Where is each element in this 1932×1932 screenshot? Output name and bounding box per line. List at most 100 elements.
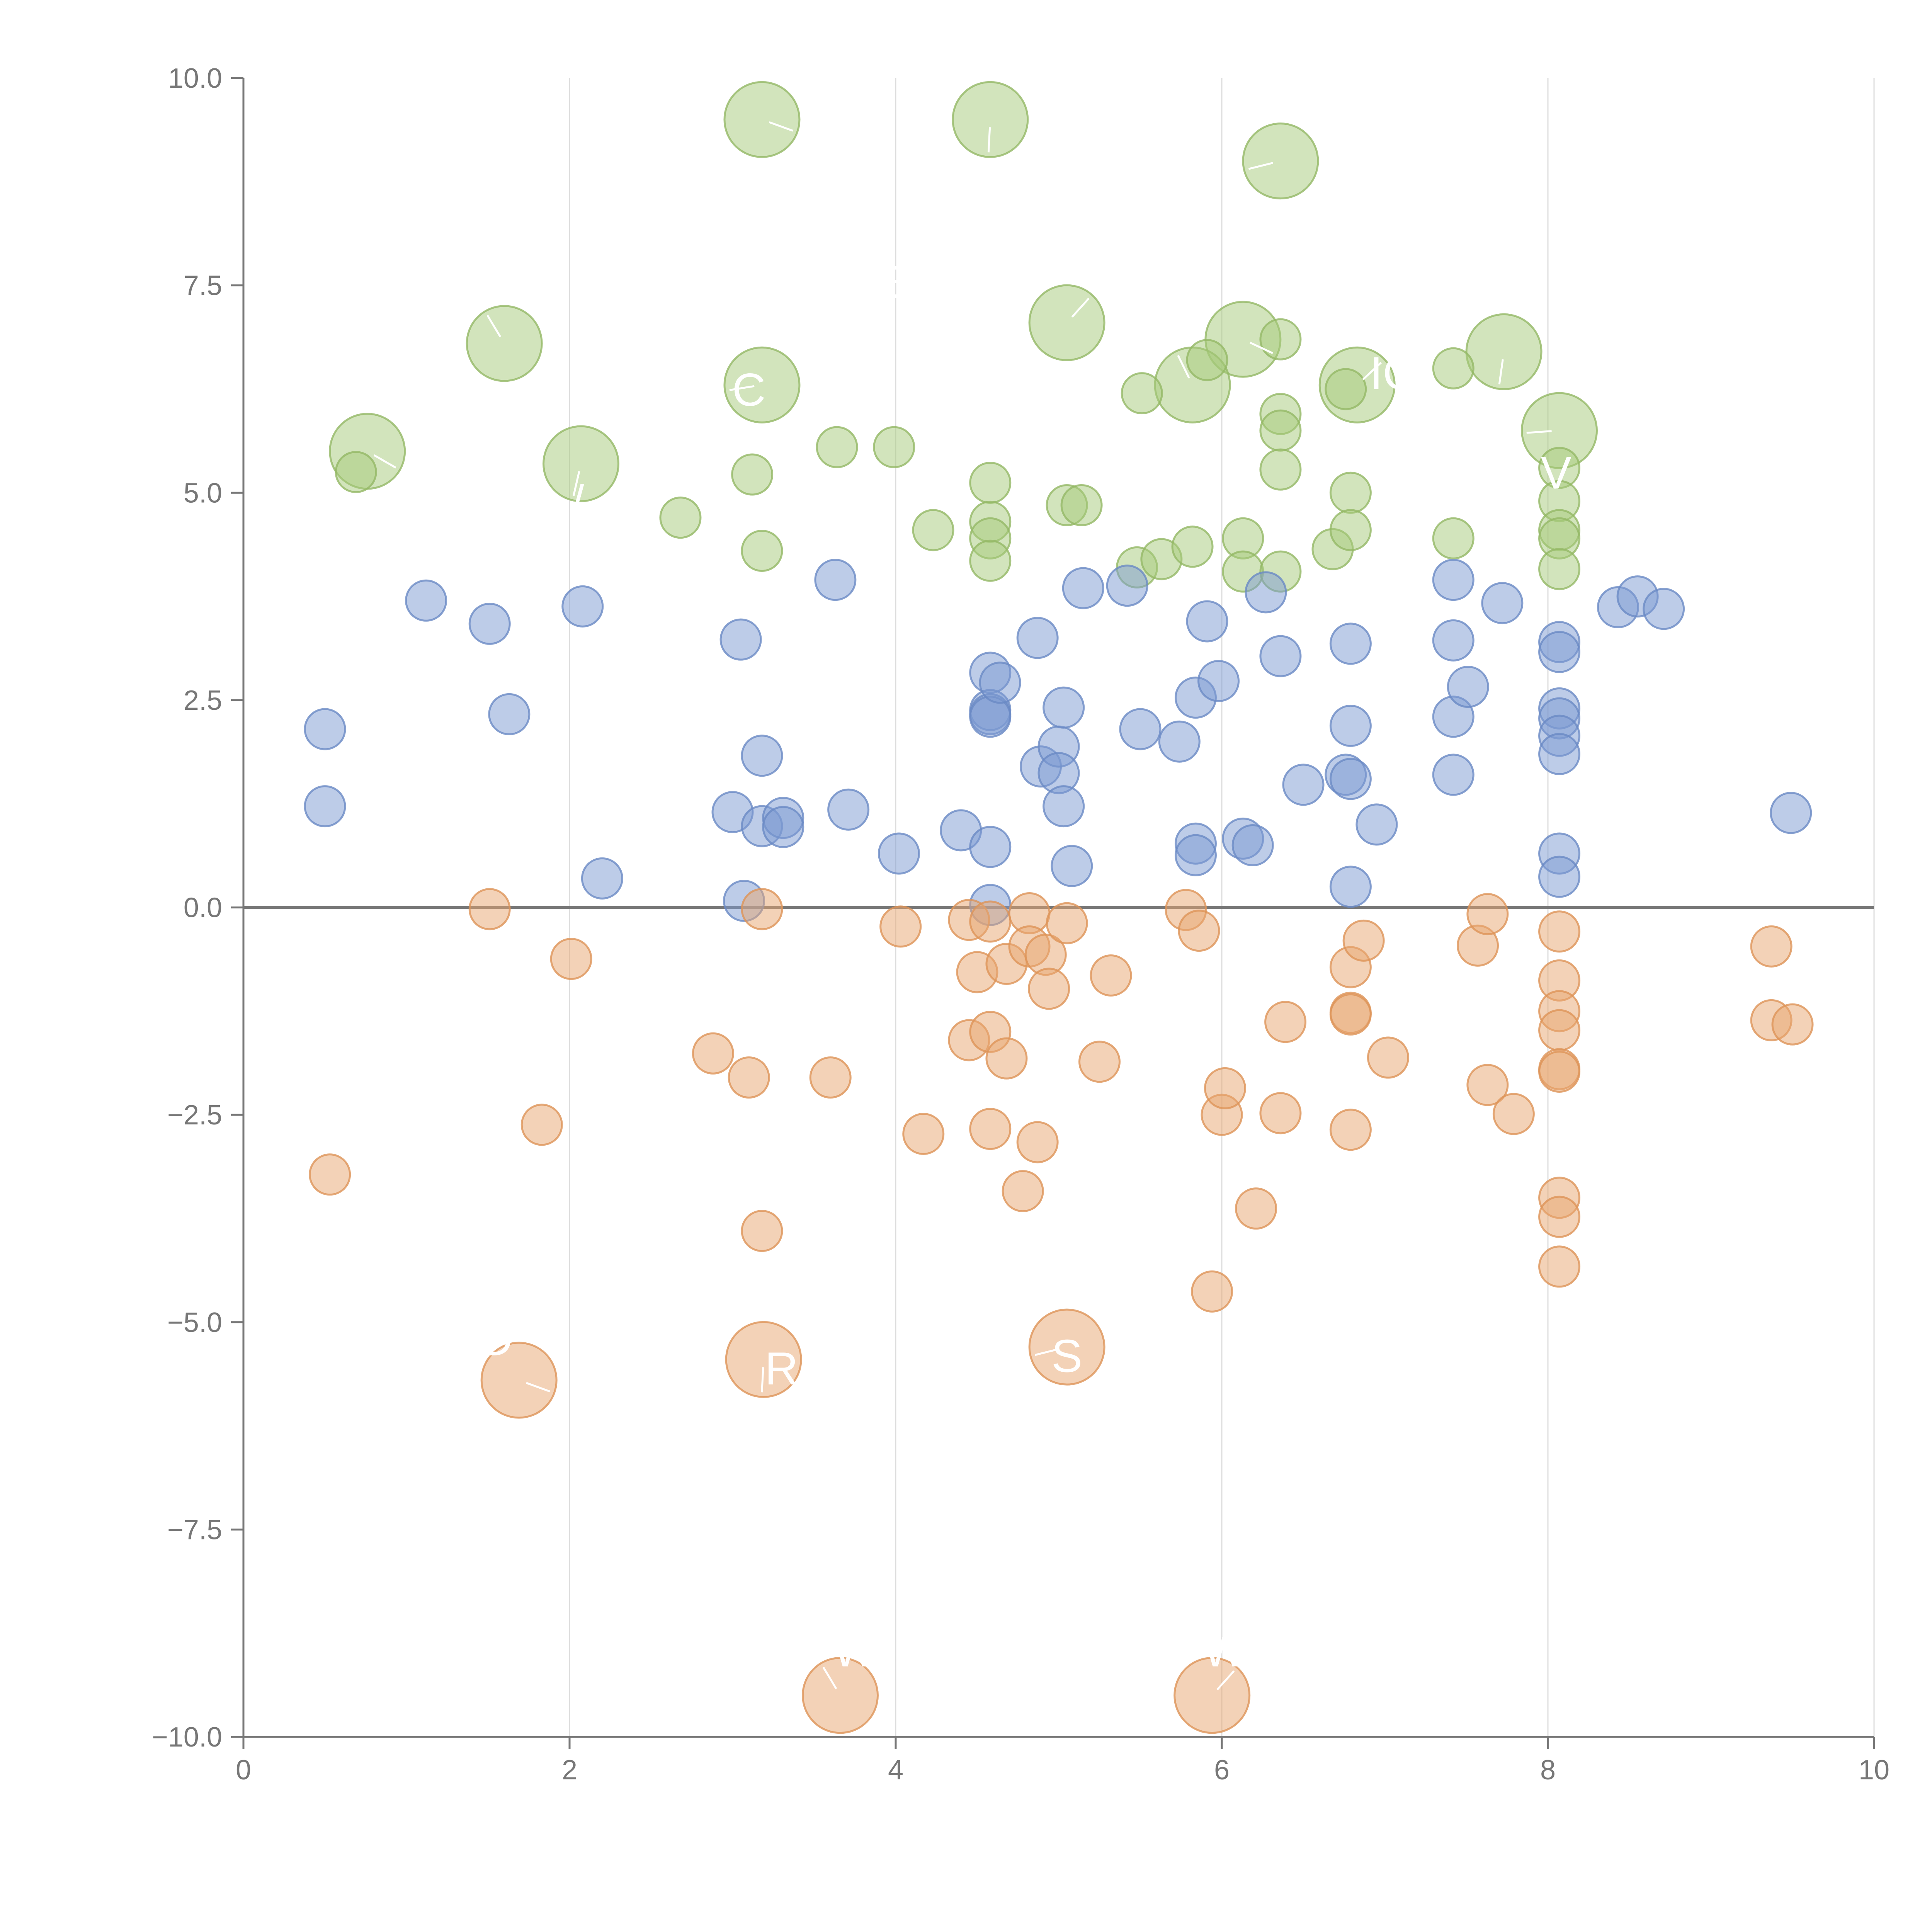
orange-data-point	[480, 1342, 558, 1419]
annotation-label: /	[571, 476, 584, 528]
green-data-point	[1242, 122, 1319, 200]
annotation-label: IC	[1370, 347, 1416, 399]
annotation-label: E	[883, 256, 914, 308]
leader-line	[1177, 355, 1190, 379]
blue-data-point	[1186, 600, 1228, 643]
blue-data-point	[304, 708, 346, 750]
blue-data-point	[1432, 559, 1475, 601]
orange-data-point	[741, 888, 783, 930]
green-data-point	[723, 346, 801, 423]
blue-data-point	[1432, 753, 1475, 796]
blue-data-point	[969, 826, 1012, 868]
blue-data-point	[979, 662, 1021, 704]
x-tick-label: 6	[1214, 1755, 1230, 1786]
orange-data-point	[1538, 1196, 1581, 1238]
orange-data-point	[985, 1037, 1028, 1080]
x-tick-label: 0	[236, 1755, 251, 1786]
orange-data-point	[1538, 1051, 1581, 1093]
annotation-label: S	[1051, 1330, 1082, 1382]
blue-data-point	[1643, 588, 1685, 630]
green-data-point	[335, 451, 377, 493]
y-tick-label: −5.0	[167, 1307, 222, 1338]
green-data-point	[969, 461, 1012, 504]
green-data-point	[1329, 509, 1372, 551]
blue-data-point	[1106, 565, 1148, 607]
blue-data-point	[1329, 704, 1372, 747]
orange-data-point	[1178, 910, 1220, 952]
orange-data-point	[1028, 968, 1070, 1010]
x-tick-label: 10	[1859, 1755, 1889, 1786]
blue-data-point	[1282, 764, 1325, 806]
blue-data-point	[1043, 785, 1085, 828]
blue-data-point	[1197, 660, 1240, 702]
orange-data-point	[1538, 1009, 1581, 1051]
blue-data-point	[1062, 567, 1104, 609]
green-data-point	[723, 81, 801, 158]
y-tick-label: −10.0	[152, 1722, 222, 1753]
leader-line	[761, 1367, 764, 1393]
green-data-point	[816, 426, 858, 468]
orange-data-point	[1466, 893, 1509, 935]
orange-data-point	[902, 1112, 945, 1155]
annotation-label: C	[732, 364, 766, 416]
orange-data-point	[1235, 1187, 1277, 1230]
green-data-point	[1121, 372, 1163, 415]
orange-data-point	[468, 888, 511, 930]
orange-data-point	[728, 1056, 770, 1099]
orange-data-point	[1002, 1170, 1044, 1213]
orange-data-point	[1342, 919, 1385, 962]
annotation-label: W	[1203, 1625, 1247, 1677]
green-data-point	[1259, 318, 1302, 361]
blue-data-point	[1174, 834, 1217, 876]
green-data-point	[1538, 548, 1581, 590]
orange-data-point	[309, 1153, 351, 1196]
leader-line	[1071, 298, 1090, 318]
orange-data-point	[969, 900, 1012, 943]
blue-data-point	[1432, 619, 1475, 662]
orange-data-point	[692, 1032, 734, 1075]
orange-data-point	[1173, 1657, 1251, 1734]
green-data-point	[1171, 526, 1214, 568]
y-tick-label: 0.0	[184, 893, 222, 923]
orange-data-point	[1191, 1270, 1233, 1313]
blue-data-point	[561, 585, 604, 628]
leader-line	[1248, 162, 1274, 170]
leader-line	[769, 121, 793, 132]
y-tick-label: 5.0	[184, 478, 222, 509]
leader-line	[1035, 1348, 1060, 1356]
green-data-point	[543, 425, 620, 502]
blue-data-point	[304, 785, 346, 828]
blue-data-point	[741, 735, 783, 777]
green-data-point	[873, 426, 915, 468]
leader-line	[1362, 362, 1382, 381]
x-tick-label: 8	[1540, 1755, 1556, 1786]
orange-data-point	[1264, 1001, 1307, 1043]
blue-data-point	[488, 693, 531, 735]
green-data-point	[969, 539, 1012, 582]
green-data-point	[1259, 448, 1302, 491]
green-data-point	[741, 530, 783, 572]
annotation-label: D	[480, 1314, 513, 1366]
green-data-point	[1186, 339, 1228, 381]
blue-data-point	[1538, 733, 1581, 775]
leader-line	[1526, 430, 1552, 434]
orange-data-point	[1771, 1003, 1814, 1046]
blue-data-point	[1231, 824, 1274, 867]
leader-line	[526, 1382, 550, 1393]
orange-data-point	[1046, 902, 1088, 944]
y-tick-label: 10.0	[168, 63, 222, 94]
orange-data-point	[1078, 1041, 1121, 1083]
orange-data-point	[1016, 1121, 1059, 1163]
orange-data-point	[1750, 925, 1793, 968]
orange-data-point	[1090, 954, 1132, 997]
green-data-point	[1432, 517, 1475, 560]
green-data-point	[1465, 313, 1543, 390]
orange-data-point	[1329, 1109, 1372, 1151]
blue-data-point	[1245, 571, 1287, 614]
blue-data-point	[1043, 686, 1085, 729]
annotation-label: W	[833, 1625, 877, 1677]
green-data-point	[1060, 484, 1103, 526]
orange-data-point	[809, 1056, 852, 1099]
orange-data-point	[1538, 1245, 1581, 1288]
